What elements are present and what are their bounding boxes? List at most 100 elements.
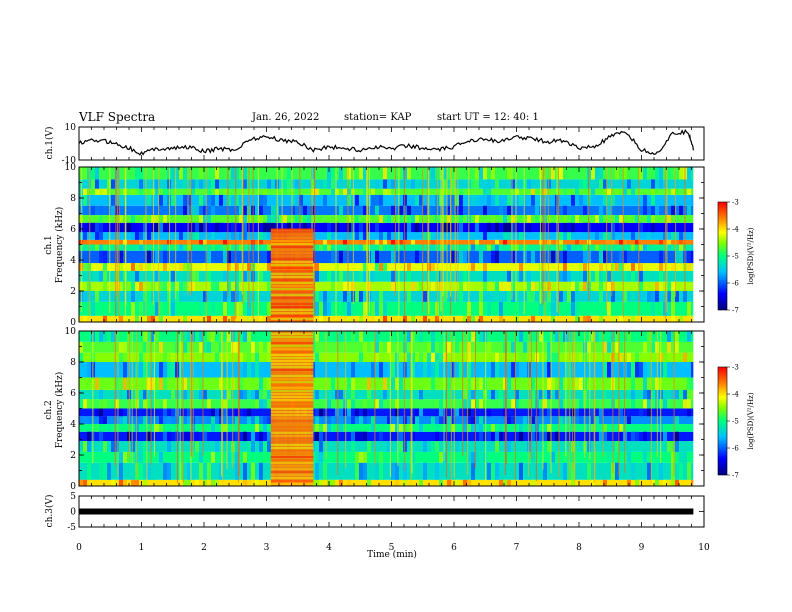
spectral-cell — [539, 291, 543, 302]
spectral-cell — [619, 239, 623, 245]
spectral-cell — [487, 301, 491, 316]
spectral-cell — [691, 194, 695, 206]
spectral-cell — [503, 281, 507, 291]
spectral-cell — [227, 250, 231, 264]
spectral-cell — [119, 194, 123, 206]
spectral-cell — [111, 239, 115, 245]
spectral-cell — [103, 462, 107, 480]
spectral-cell — [483, 281, 487, 291]
spectral-cell — [399, 215, 403, 223]
spectral-cell — [507, 416, 511, 424]
spectral-cell — [139, 301, 143, 316]
spectral-cell — [99, 232, 103, 240]
spectral-cell — [547, 377, 551, 390]
spectral-cell — [631, 270, 635, 282]
spectral-cell — [79, 341, 83, 353]
spectral-cell — [451, 362, 455, 378]
spectral-cell — [659, 250, 663, 264]
spectral-cell — [531, 389, 535, 400]
spectral-cell — [423, 263, 427, 271]
spectral-cell — [687, 331, 691, 342]
spectral-cell — [507, 232, 511, 240]
spectral-cell — [391, 250, 395, 264]
spectral-cell — [339, 270, 343, 282]
spectral-cell — [595, 244, 599, 251]
station-label: station= KAP — [344, 112, 412, 123]
spectral-cell — [635, 352, 639, 362]
spectral-band-7 — [79, 408, 694, 417]
spectral-cell — [411, 416, 415, 424]
spectral-cell — [259, 441, 263, 452]
spectral-cell — [663, 352, 667, 362]
spectral-cell — [99, 244, 103, 251]
spectral-cell — [675, 389, 679, 400]
spectral-cell — [107, 424, 111, 432]
spectral-cell — [87, 362, 91, 378]
spectral-cell — [315, 263, 319, 271]
spectral-cell — [595, 331, 599, 342]
spectral-cell — [283, 179, 287, 189]
spectral-cell — [615, 399, 619, 409]
spectral-cell — [259, 232, 263, 240]
spectral-cell — [331, 389, 335, 400]
spectral-cell — [163, 408, 167, 417]
spectral-cell — [183, 205, 187, 216]
spectral-cell — [199, 222, 203, 233]
spectral-cell — [255, 479, 259, 486]
spectral-cell — [371, 194, 375, 206]
spectral-cell — [315, 188, 319, 195]
spectral-cell — [459, 341, 463, 353]
spectral-cell — [391, 424, 395, 432]
spectral-cell — [267, 431, 271, 442]
spectral-cell — [607, 281, 611, 291]
spectral-cell — [611, 232, 615, 240]
spectral-cell — [199, 389, 203, 400]
spectral-cell — [587, 424, 591, 432]
spectral-cell — [575, 301, 579, 316]
spectral-cell — [439, 352, 443, 362]
spectral-cell — [383, 179, 387, 189]
spectral-cell — [359, 291, 363, 302]
spectral-cell — [423, 232, 427, 240]
spectral-cell — [503, 222, 507, 233]
spectral-cell — [655, 462, 659, 480]
spectral-cell — [211, 244, 215, 251]
spectral-cell — [391, 239, 395, 245]
spectral-cell — [327, 270, 331, 282]
spectral-cell — [351, 377, 355, 390]
spectral-cell — [339, 416, 343, 424]
spectral-cell — [451, 194, 455, 206]
spectral-cell — [443, 167, 447, 180]
spectral-cell — [363, 244, 367, 251]
spectral-cell — [579, 416, 583, 424]
spectral-cell — [215, 188, 219, 195]
spectral-cell — [343, 250, 347, 264]
spectral-cell — [499, 424, 503, 432]
spectral-cell — [619, 315, 623, 322]
spectral-cell — [271, 205, 275, 216]
spectral-cell — [435, 352, 439, 362]
spectral-cell — [647, 399, 651, 409]
spectral-cell — [491, 424, 495, 432]
spectral-cell — [495, 431, 499, 442]
spectral-cell — [603, 194, 607, 206]
spectral-cell — [411, 331, 415, 342]
spectral-cell — [423, 462, 427, 480]
spectral-cell — [359, 331, 363, 342]
spectral-cell — [223, 389, 227, 400]
spectral-cell — [647, 215, 651, 223]
spectral-cell — [547, 408, 551, 417]
spectral-cell — [443, 352, 447, 362]
spectral-cell — [327, 416, 331, 424]
spectral-cell — [571, 194, 575, 206]
spectral-cell — [111, 194, 115, 206]
spectral-cell — [667, 281, 671, 291]
spectral-cell — [147, 315, 151, 322]
spectral-band-4 — [79, 270, 694, 282]
spectral-cell — [331, 281, 335, 291]
spectral-cell — [399, 205, 403, 216]
spectral-cell — [547, 215, 551, 223]
spectral-cell — [263, 389, 267, 400]
spectral-cell — [103, 281, 107, 291]
spectral-cell — [391, 205, 395, 216]
